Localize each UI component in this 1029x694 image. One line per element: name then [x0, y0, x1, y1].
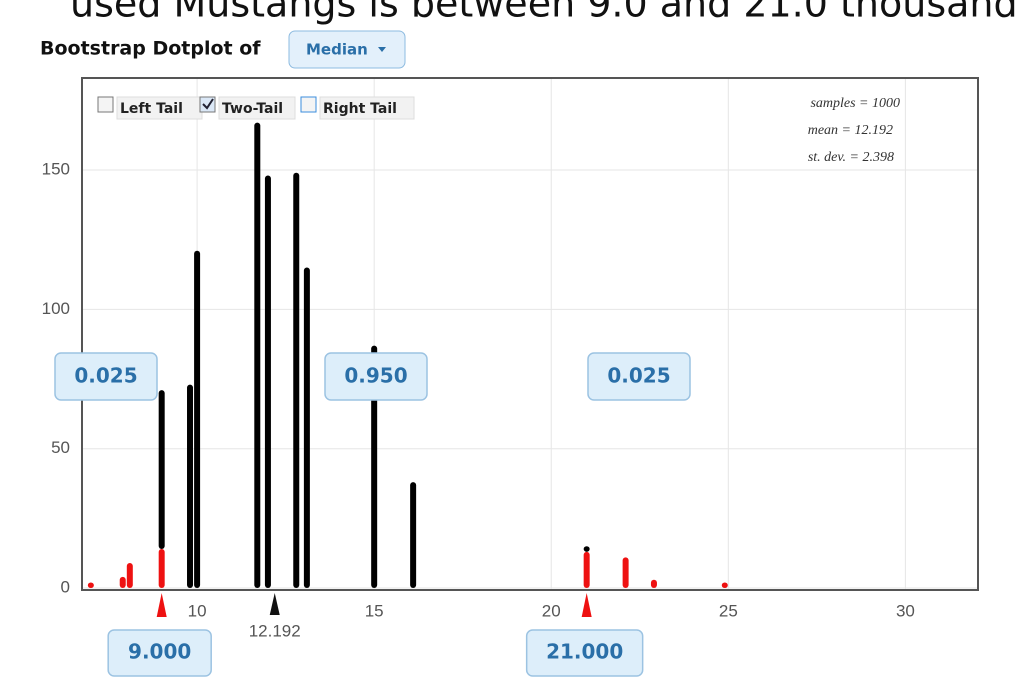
y-tick-label: 50 [51, 438, 70, 457]
dot-stack [583, 551, 590, 589]
cutoff-marker[interactable] [156, 593, 167, 617]
proportion-box[interactable] [54, 352, 158, 401]
proportion-label[interactable]: 0.025 [607, 364, 670, 388]
x-tick-label: 30 [896, 601, 915, 620]
dot-stack [721, 582, 728, 589]
y-tick-label: 100 [42, 299, 70, 318]
mean-label: 12.192 [249, 621, 301, 640]
checkbox-label-bg [319, 96, 415, 120]
checkbox-label[interactable]: Right Tail [323, 101, 397, 117]
dot-stack [126, 562, 133, 589]
stats-panel [786, 88, 906, 174]
dot-stack [650, 579, 657, 589]
proportion-label[interactable]: 0.025 [74, 364, 137, 388]
proportion-label[interactable]: 0.950 [344, 364, 407, 388]
checkbox[interactable] [300, 96, 317, 113]
caption-fragment: used Mustangs is between 9.0 and 21.0 th… [70, 0, 1029, 26]
y-tick-label: 150 [42, 159, 70, 178]
statistic-dropdown[interactable] [288, 30, 406, 69]
chart-title: Bootstrap Dotplot of [40, 38, 261, 60]
checkbox[interactable] [97, 96, 114, 113]
dropdown-label[interactable]: Median [306, 41, 368, 59]
x-tick-label: 10 [188, 601, 207, 620]
dot-stack [158, 549, 165, 589]
dot-stack [187, 384, 194, 589]
checkbox-label-bg [218, 96, 296, 120]
dot-stack [264, 175, 271, 589]
cutoff-box[interactable] [525, 629, 644, 677]
proportion-box[interactable] [587, 352, 691, 401]
dot-stack [622, 557, 629, 589]
dot-stack [194, 250, 201, 589]
dot-stack [158, 390, 165, 550]
mean-marker [269, 593, 280, 615]
x-tick-label: 25 [719, 601, 738, 620]
stat-samples: samples = 1000 [810, 96, 900, 111]
dot-stack [293, 172, 300, 589]
dot-stack [371, 345, 378, 589]
y-tick-label: 0 [61, 578, 70, 597]
cutoff-label[interactable]: 21.000 [546, 640, 623, 664]
dot-stack [303, 267, 310, 589]
cutoff-marker[interactable] [581, 593, 592, 617]
checkbox-label[interactable]: Left Tail [120, 101, 183, 117]
stat-mean: mean = 12.192 [808, 123, 893, 138]
dot-stack [254, 122, 261, 589]
proportion-box[interactable] [324, 352, 428, 401]
cutoff-box[interactable] [107, 629, 212, 677]
dot-stack [87, 582, 94, 589]
dropdown-arrow[interactable] [378, 47, 386, 52]
dot-stack [410, 482, 417, 589]
dot-stack [119, 576, 126, 589]
stat-sd: st. dev. = 2.398 [808, 150, 894, 165]
checkbox-check[interactable] [202, 98, 214, 110]
cutoff-label[interactable]: 9.000 [128, 640, 191, 664]
x-tick-label: 20 [542, 601, 561, 620]
checkbox-label[interactable]: Two-Tail [222, 101, 283, 117]
dot-stack [583, 546, 590, 552]
x-tick-label: 15 [365, 601, 384, 620]
